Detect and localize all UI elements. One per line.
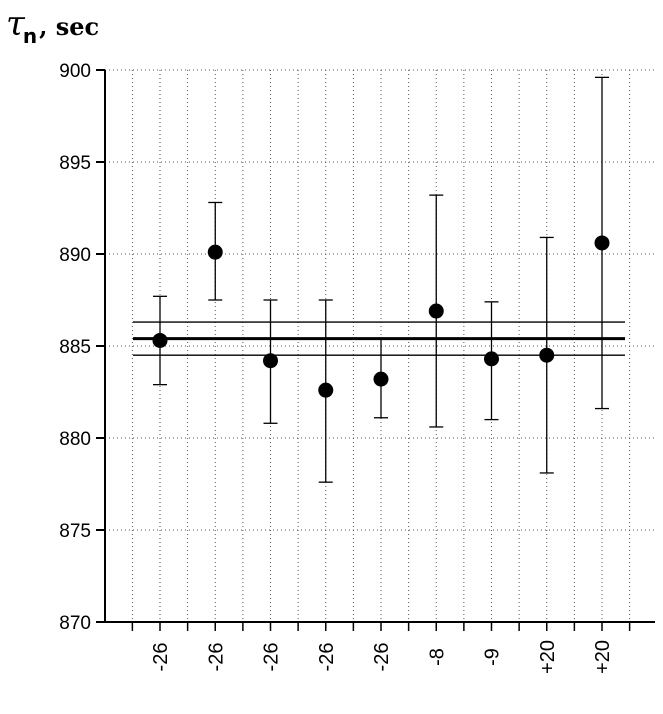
data-point: [263, 353, 278, 369]
y-tick-label: 895: [59, 153, 91, 174]
y-axis-label: τn, sec: [6, 4, 100, 48]
x-tick-label: -8: [426, 648, 448, 666]
data-point: [428, 303, 444, 319]
y-tick-label: 875: [59, 521, 91, 542]
y-axis-label-symbol: τ: [6, 4, 25, 44]
y-tick-label: 880: [59, 429, 91, 450]
data-point: [207, 244, 223, 260]
data-point: [594, 235, 610, 251]
x-tick-label: +20: [592, 640, 614, 674]
y-tick-label: 900: [59, 61, 91, 82]
x-tick-label: -9: [482, 648, 504, 666]
x-tick-label: +20: [537, 640, 559, 674]
data-point: [484, 351, 499, 367]
y-axis-label-unit: , sec: [39, 12, 100, 41]
x-tick-label: -26: [150, 643, 172, 672]
y-tick-label: 890: [59, 245, 91, 266]
data-point: [539, 347, 555, 363]
x-tick-label: -26: [316, 643, 338, 672]
y-tick-label: 870: [59, 613, 91, 634]
x-tick-label: -26: [371, 643, 393, 672]
data-point: [318, 382, 334, 398]
y-tick-label: 885: [59, 337, 91, 358]
x-tick-label: -26: [261, 643, 283, 672]
x-tick-label: -26: [205, 643, 227, 672]
data-point: [373, 371, 389, 387]
y-axis-label-subscript: n: [22, 24, 38, 48]
data-point: [152, 332, 168, 348]
